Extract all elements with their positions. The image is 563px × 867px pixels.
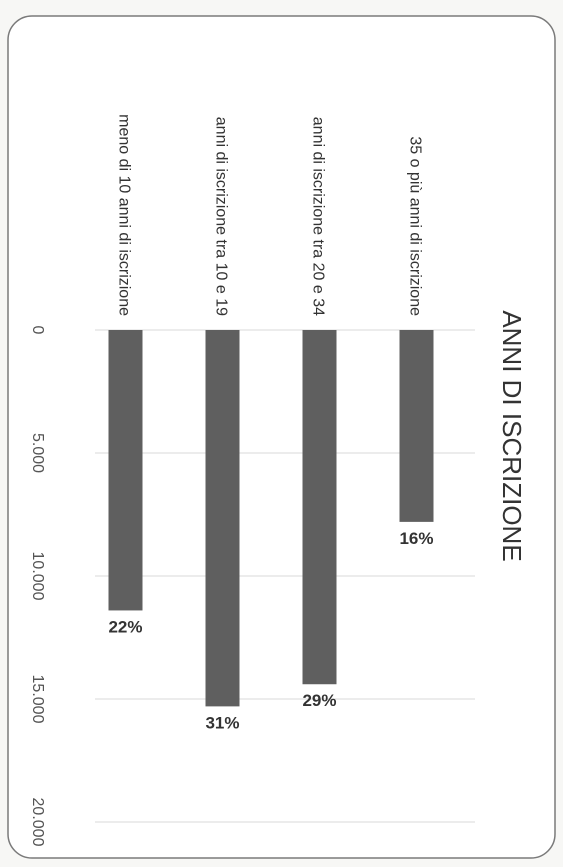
axis-ticks: 0 5.000 10.000 15.000 20.000 — [29, 326, 46, 847]
data-labels: 16% 29% 31% 22% — [108, 529, 433, 733]
bar — [205, 330, 240, 707]
data-label: 22% — [108, 617, 142, 636]
category-labels: 35 o più anni di iscrizione anni di iscri… — [116, 114, 424, 316]
data-label: 29% — [302, 691, 336, 710]
data-label: 16% — [399, 529, 433, 548]
chart-title: ANNI DI ISCRIZIONE — [497, 310, 527, 561]
axis-tick-label: 5.000 — [29, 433, 46, 473]
category-label: anni di iscrizione tra 10 e 19 — [213, 117, 230, 316]
bar — [399, 330, 434, 522]
data-label: 31% — [205, 713, 239, 732]
chart-frame — [7, 15, 556, 859]
category-label: meno di 10 anni di iscrizione — [116, 114, 133, 316]
bar — [302, 330, 337, 685]
category-label: anni di iscrizione tra 20 e 34 — [310, 117, 327, 316]
axis-tick-label: 20.000 — [29, 798, 46, 847]
bar — [108, 330, 143, 611]
axis-tick-label: 15.000 — [29, 675, 46, 724]
bars — [108, 330, 434, 707]
category-label: 35 o più anni di iscrizione — [407, 136, 424, 316]
axis-tick-label: 0 — [29, 326, 46, 335]
axis-tick-label: 10.000 — [29, 552, 46, 601]
